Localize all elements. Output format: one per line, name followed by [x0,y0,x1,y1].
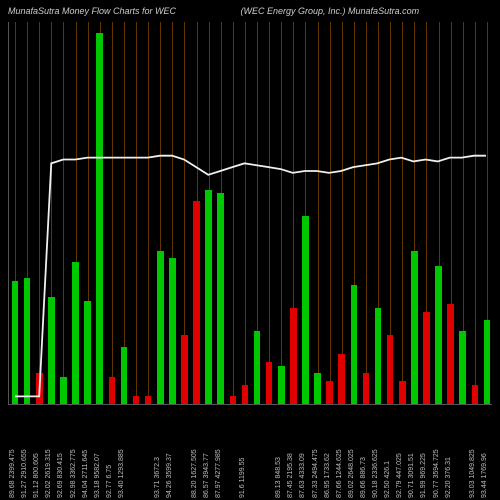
x-axis-label: 86.95 1733.62 [324,453,331,498]
x-axis-label: 87.45 2195.38 [287,453,294,498]
x-axis-label: 87.33 2494.475 [312,449,319,498]
x-axis-label: 91.12 800.605 [33,453,40,498]
x-axis-label: 91.27 2910.655 [21,449,28,498]
x-axis-label: 89.66 886.73 [360,457,367,498]
chart-header: MunafaSutra Money Flow Charts for WEC (W… [8,6,419,16]
x-axis-label: 86.57 3943.77 [203,453,210,498]
header-left: MunafaSutra Money Flow Charts for WEC [8,6,238,16]
price-line [9,22,492,404]
x-axis-label: 92.77 6.75 [106,465,113,498]
x-axis-label: 93.44 1769.96 [481,453,488,498]
x-axis-label: 93.03 1049.825 [469,449,476,498]
x-axis-label: 87.66 1244.625 [336,449,343,498]
x-axis-label: 92.02 2619.315 [45,449,52,498]
x-axis-label: 90.71 3091.51 [408,453,415,498]
x-axis-label: 88.20 1627.505 [191,449,198,498]
x-axis-label: 89.02 2648.025 [348,449,355,498]
header-right: (WEC Energy Group, Inc.) MunafaSutra.com [241,6,420,16]
x-axis-label: 94.04 2711.645 [82,450,89,498]
x-axis-label: 93.71 3672.3 [154,457,161,498]
x-axis-labels: 89.68 2399.475 91.27 2910.655 91.12 800.60… [8,405,492,500]
x-axis-label: 90.18 2336.625 [372,449,379,498]
x-axis-label: 92.79 447.025 [396,453,403,498]
x-axis-label: 94.26 3599.37 [166,453,173,498]
x-axis-label: 91.6 1199.55 [239,458,246,498]
x-axis-label: 89.68 2399.475 [9,449,16,498]
x-axis-label: 92.20 376.31 [445,457,452,498]
money-flow-chart [8,22,492,405]
x-axis-label: 89.13 848.53 [275,457,282,498]
x-axis-label: 92.50 426.1 [384,461,391,498]
x-axis-label: 91.99 969.225 [420,453,427,498]
x-axis-label: 93.18 9582.07 [94,453,101,498]
x-axis-label: 92.98 3362.775 [70,449,77,498]
x-axis-label: 90.77 3594.725 [433,449,440,498]
x-axis-label: 87.97 4277.985 [215,449,222,498]
x-axis-label: 92.69 830.415 [57,453,64,498]
x-axis-label: 87.63 4333.09 [299,453,306,498]
x-axis-label: 93.40 1293.885 [118,449,125,498]
